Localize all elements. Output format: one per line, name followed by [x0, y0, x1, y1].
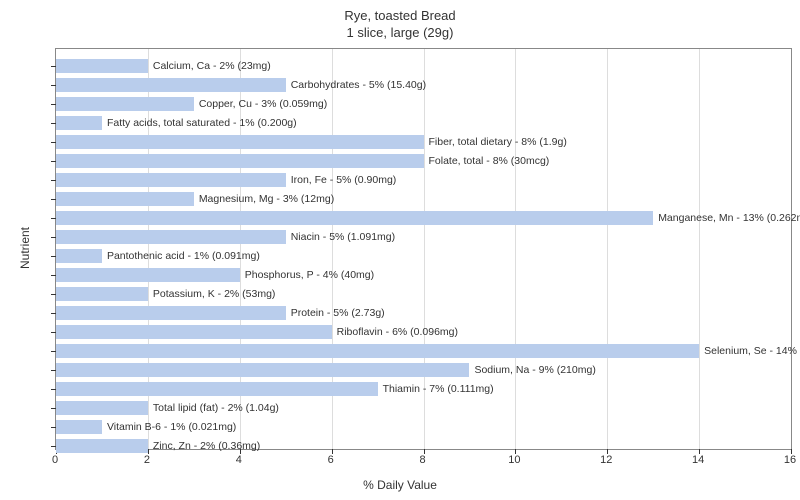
grid-line: [515, 49, 516, 449]
nutrient-bar: [56, 173, 286, 187]
nutrient-bar: [56, 287, 148, 301]
x-tick-label: 6: [328, 454, 334, 466]
y-axis-label: Nutrient: [18, 227, 32, 269]
y-tick-mark: [51, 161, 56, 162]
nutrient-bar-label: Fatty acids, total saturated - 1% (0.200…: [107, 118, 297, 129]
y-tick-mark: [51, 199, 56, 200]
y-tick-mark: [51, 408, 56, 409]
y-tick-mark: [51, 142, 56, 143]
y-tick-mark: [51, 294, 56, 295]
nutrient-bar-label: Magnesium, Mg - 3% (12mg): [199, 194, 334, 205]
chart-container: Rye, toasted Bread 1 slice, large (29g) …: [0, 0, 800, 500]
nutrient-bar-label: Pantothenic acid - 1% (0.091mg): [107, 251, 260, 262]
nutrient-bar: [56, 382, 378, 396]
nutrient-bar-label: Manganese, Mn - 13% (0.262mg): [658, 213, 800, 224]
y-tick-mark: [51, 180, 56, 181]
nutrient-bar: [56, 344, 699, 358]
nutrient-bar-label: Calcium, Ca - 2% (23mg): [153, 61, 271, 72]
nutrient-bar-label: Total lipid (fat) - 2% (1.04g): [153, 403, 279, 414]
nutrient-bar: [56, 116, 102, 130]
y-tick-mark: [51, 332, 56, 333]
nutrient-bar-label: Protein - 5% (2.73g): [291, 308, 385, 319]
nutrient-bar-label: Vitamin B-6 - 1% (0.021mg): [107, 422, 236, 433]
x-tick-label: 14: [692, 454, 704, 466]
y-tick-mark: [51, 351, 56, 352]
x-tick-label: 4: [236, 454, 242, 466]
nutrient-bar-label: Selenium, Se - 14% (9.9mcg): [704, 346, 800, 357]
nutrient-bar-label: Phosphorus, P - 4% (40mg): [245, 270, 374, 281]
plot-area: Calcium, Ca - 2% (23mg) Carbohydrates - 5…: [55, 48, 792, 450]
y-tick-mark: [51, 85, 56, 86]
nutrient-bar: [56, 306, 286, 320]
y-tick-mark: [51, 256, 56, 257]
y-tick-mark: [51, 66, 56, 67]
x-tick-label: 16: [784, 454, 796, 466]
y-tick-mark: [51, 104, 56, 105]
y-tick-mark: [51, 446, 56, 447]
y-tick-mark: [51, 389, 56, 390]
nutrient-bar: [56, 59, 148, 73]
nutrient-bar-label: Niacin - 5% (1.091mg): [291, 232, 395, 243]
x-tick-label: 12: [600, 454, 612, 466]
y-tick-mark: [51, 313, 56, 314]
nutrient-bar-label: Copper, Cu - 3% (0.059mg): [199, 99, 327, 110]
nutrient-bar: [56, 97, 194, 111]
x-tick-label: 10: [508, 454, 520, 466]
nutrient-bar-label: Iron, Fe - 5% (0.90mg): [291, 175, 397, 186]
nutrient-bar: [56, 211, 653, 225]
chart-title: Rye, toasted Bread 1 slice, large (29g): [0, 8, 800, 42]
nutrient-bar: [56, 268, 240, 282]
y-tick-mark: [51, 370, 56, 371]
title-line1: Rye, toasted Bread: [344, 8, 455, 23]
nutrient-bar-label: Zinc, Zn - 2% (0.36mg): [153, 441, 260, 452]
x-axis-label: % Daily Value: [363, 478, 437, 492]
nutrient-bar-label: Riboflavin - 6% (0.096mg): [337, 327, 458, 338]
x-tick-label: 8: [419, 454, 425, 466]
nutrient-bar-label: Carbohydrates - 5% (15.40g): [291, 80, 426, 91]
x-tick-label: 2: [144, 454, 150, 466]
nutrient-bar: [56, 420, 102, 434]
y-tick-mark: [51, 218, 56, 219]
nutrient-bar: [56, 192, 194, 206]
nutrient-bar: [56, 325, 332, 339]
grid-line: [607, 49, 608, 449]
nutrient-bar-label: Fiber, total dietary - 8% (1.9g): [429, 137, 567, 148]
y-tick-mark: [51, 427, 56, 428]
nutrient-bar: [56, 363, 469, 377]
x-tick-label: 0: [52, 454, 58, 466]
nutrient-bar: [56, 439, 148, 453]
y-tick-mark: [51, 275, 56, 276]
title-line2: 1 slice, large (29g): [347, 25, 454, 40]
nutrient-bar-label: Folate, total - 8% (30mcg): [429, 156, 550, 167]
y-tick-mark: [51, 123, 56, 124]
nutrient-bar-label: Potassium, K - 2% (53mg): [153, 289, 276, 300]
nutrient-bar: [56, 230, 286, 244]
y-tick-mark: [51, 237, 56, 238]
nutrient-bar: [56, 154, 424, 168]
nutrient-bar: [56, 135, 424, 149]
nutrient-bar: [56, 249, 102, 263]
grid-line: [699, 49, 700, 449]
nutrient-bar: [56, 401, 148, 415]
nutrient-bar: [56, 78, 286, 92]
nutrient-bar-label: Thiamin - 7% (0.111mg): [383, 384, 494, 395]
nutrient-bar-label: Sodium, Na - 9% (210mg): [474, 365, 595, 376]
